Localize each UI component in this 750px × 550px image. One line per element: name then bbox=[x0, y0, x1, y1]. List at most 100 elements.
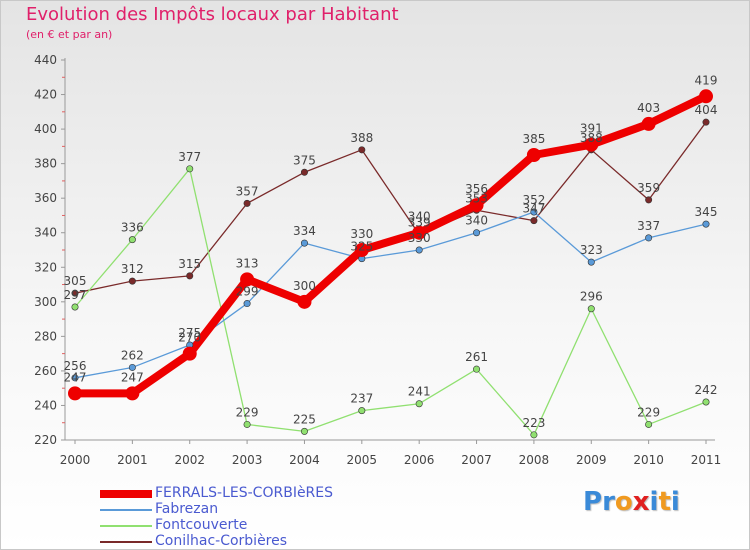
data-point bbox=[243, 199, 251, 207]
data-label: 313 bbox=[236, 256, 259, 270]
data-point bbox=[530, 217, 538, 225]
data-point bbox=[243, 420, 251, 428]
series-line-2 bbox=[74, 168, 707, 436]
logo-letter: i bbox=[670, 487, 680, 517]
data-point bbox=[584, 137, 599, 152]
data-point bbox=[526, 148, 541, 162]
data-label: 300 bbox=[293, 279, 316, 293]
y-tick-label: 420 bbox=[34, 88, 57, 102]
data-label: 237 bbox=[350, 392, 373, 406]
data-point bbox=[469, 198, 484, 213]
data-point bbox=[645, 196, 653, 204]
legend-swatch bbox=[100, 541, 152, 543]
series-labels: 305 312 315 357 375 388 339 353 347 388 359 404 297 3… bbox=[64, 73, 718, 430]
axes: 220 240 260 280 300 320 340 360 380 400 420 440 2000… bbox=[34, 53, 721, 467]
data-point bbox=[702, 220, 710, 228]
legend-swatch bbox=[100, 509, 152, 511]
data-label: 241 bbox=[408, 385, 431, 399]
data-label: 403 bbox=[637, 101, 660, 115]
data-label: 404 bbox=[695, 103, 718, 117]
x-tick-label: 2004 bbox=[289, 453, 320, 467]
logo-letter: P bbox=[583, 487, 603, 517]
data-label: 270 bbox=[178, 331, 201, 345]
data-label: 299 bbox=[236, 285, 259, 299]
x-tick-label: 2001 bbox=[117, 453, 148, 467]
series-line-0 bbox=[71, 92, 710, 398]
data-label: 325 bbox=[350, 240, 373, 254]
data-label: 262 bbox=[121, 348, 144, 362]
data-point bbox=[587, 305, 595, 313]
data-label: 242 bbox=[695, 383, 718, 397]
chart-title: Evolution des Impôts locaux par Habitant bbox=[26, 4, 399, 25]
data-point bbox=[71, 289, 79, 297]
data-label: 359 bbox=[637, 181, 660, 195]
proxiti-logo: Proxiti bbox=[583, 487, 680, 517]
x-tick-label: 2009 bbox=[576, 453, 607, 467]
legend-label: Fontcouverte bbox=[155, 517, 248, 533]
x-tick-label: 2010 bbox=[633, 453, 664, 467]
x-tick-label: 2011 bbox=[691, 453, 722, 467]
data-label: 334 bbox=[293, 224, 316, 238]
x-tick-label: 2002 bbox=[174, 453, 205, 467]
data-label: 377 bbox=[178, 150, 201, 164]
data-label: 296 bbox=[580, 290, 603, 304]
data-label: 353 bbox=[465, 191, 488, 205]
data-label: 345 bbox=[695, 205, 718, 219]
x-tick-label: 2003 bbox=[232, 453, 263, 467]
data-point bbox=[300, 168, 308, 176]
data-label: 340 bbox=[408, 210, 431, 224]
legend-label: FERRALS-LES-CORBIèRES bbox=[155, 485, 334, 501]
data-point bbox=[186, 165, 194, 173]
data-point bbox=[358, 407, 366, 415]
data-label: 297 bbox=[64, 288, 87, 302]
data-label: 340 bbox=[465, 214, 488, 228]
data-label: 419 bbox=[695, 73, 718, 87]
data-point bbox=[128, 236, 136, 244]
series-points bbox=[68, 89, 713, 439]
x-tick-label: 2005 bbox=[347, 453, 378, 467]
y-tick-label: 300 bbox=[34, 295, 57, 309]
data-label: 256 bbox=[64, 359, 87, 373]
data-point bbox=[300, 239, 308, 247]
data-label: 323 bbox=[580, 243, 603, 257]
legend-label: Conilhac-Corbières bbox=[155, 533, 288, 549]
data-label: 336 bbox=[121, 221, 144, 235]
logo-letter: o bbox=[614, 487, 633, 517]
legend-swatch bbox=[100, 525, 152, 527]
series-lines bbox=[71, 92, 710, 436]
data-point bbox=[587, 258, 595, 266]
chart-subtitle: (en € et par an) bbox=[26, 28, 113, 41]
data-point bbox=[300, 427, 308, 435]
data-label: 339 bbox=[408, 215, 431, 229]
data-label: 247 bbox=[121, 370, 144, 384]
data-point bbox=[354, 243, 369, 257]
data-point bbox=[297, 294, 312, 309]
data-point bbox=[473, 229, 481, 237]
y-tick-label: 440 bbox=[34, 53, 57, 67]
logo-letter: x bbox=[632, 487, 650, 517]
data-point bbox=[530, 431, 538, 439]
legend-label: Fabrezan bbox=[155, 501, 219, 517]
data-point bbox=[641, 116, 656, 131]
y-tick-label: 280 bbox=[34, 329, 57, 343]
data-label: 385 bbox=[522, 132, 545, 146]
series-line-1 bbox=[74, 211, 707, 379]
data-label: 352 bbox=[522, 193, 545, 207]
data-point bbox=[71, 303, 79, 311]
data-label: 330 bbox=[408, 231, 431, 245]
data-label: 315 bbox=[178, 257, 201, 271]
data-point bbox=[358, 146, 366, 154]
data-point bbox=[71, 374, 79, 382]
y-tick-label: 400 bbox=[34, 122, 57, 136]
y-tick-label: 340 bbox=[34, 226, 57, 240]
data-point bbox=[415, 400, 423, 408]
y-tick-label: 380 bbox=[34, 157, 57, 171]
data-label: 337 bbox=[637, 219, 660, 233]
data-point bbox=[186, 272, 194, 280]
data-point bbox=[645, 420, 653, 428]
x-tick-label: 2006 bbox=[404, 453, 435, 467]
legend-swatch bbox=[100, 490, 152, 498]
series-line-3 bbox=[74, 121, 707, 294]
data-point bbox=[128, 363, 136, 371]
data-label: 391 bbox=[580, 122, 603, 136]
